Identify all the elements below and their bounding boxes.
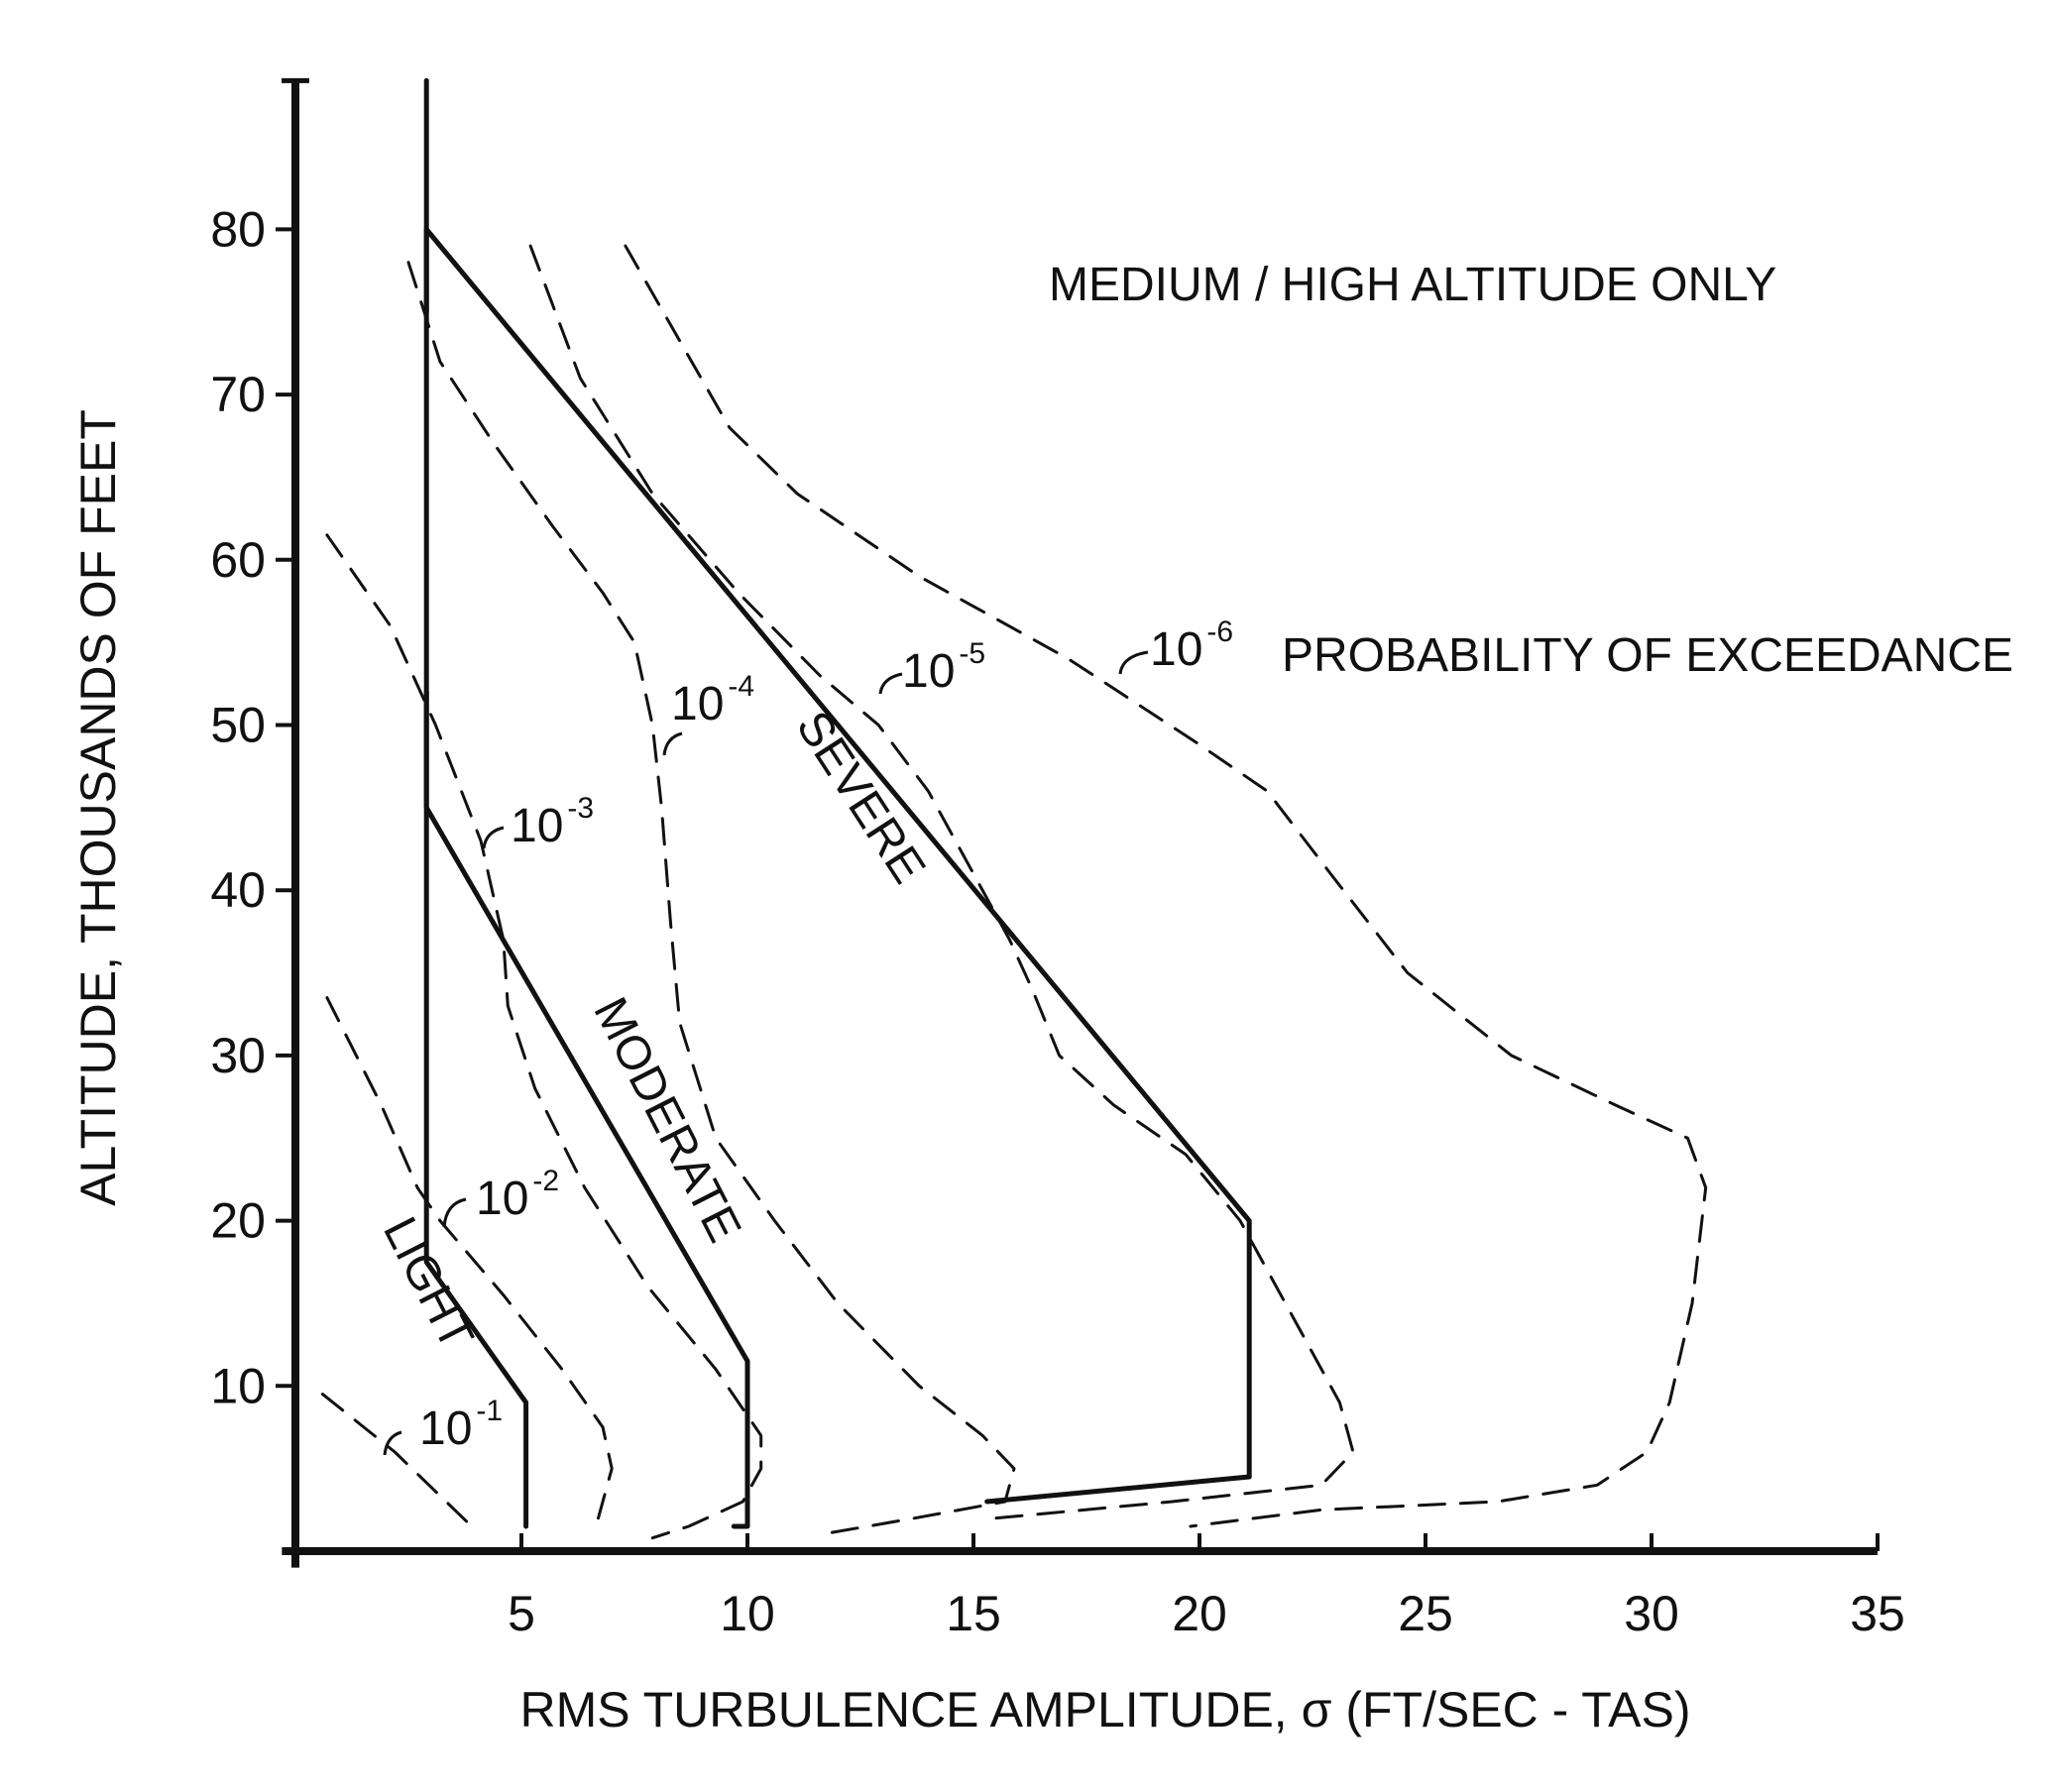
series-severe bbox=[423, 226, 1252, 1505]
series-light bbox=[423, 77, 529, 1529]
curve-tag-leader bbox=[442, 1197, 467, 1228]
series-10e-5 bbox=[528, 244, 1355, 1520]
curve-tag-10e-6: 10 -6 bbox=[1150, 616, 1233, 676]
curve-tag-exponent: -6 bbox=[1206, 616, 1233, 648]
x-tick-label: 35 bbox=[1850, 1586, 1905, 1641]
curve-tag-exponent: -3 bbox=[567, 792, 594, 825]
series-10e-1 bbox=[320, 1393, 474, 1528]
series-10e-2 bbox=[325, 996, 614, 1520]
curve-tag-leader bbox=[1118, 650, 1149, 675]
curve-tag-exponent: -1 bbox=[476, 1395, 503, 1427]
x-tick-label: 25 bbox=[1398, 1586, 1453, 1641]
y-tick-label: 10 bbox=[210, 1358, 266, 1413]
y-tick-label: 60 bbox=[210, 532, 266, 588]
curve-tag-exponent: -4 bbox=[728, 670, 754, 703]
y-tick-label: 30 bbox=[210, 1028, 266, 1083]
series-10e-6 bbox=[624, 244, 1708, 1528]
series-10e-4 bbox=[406, 261, 1016, 1536]
series-10e-3 bbox=[325, 533, 763, 1540]
curve-tag-base: 10 bbox=[671, 678, 724, 730]
curve-tag-base: 10 bbox=[1150, 623, 1202, 676]
y-tick-label: 70 bbox=[210, 367, 266, 422]
curve-tag-leader bbox=[662, 731, 683, 756]
curve-label-light: LIGHT bbox=[373, 1209, 483, 1358]
y-tick-label: 50 bbox=[210, 698, 266, 753]
series-moderate bbox=[423, 689, 750, 1529]
x-tick-label: 5 bbox=[508, 1586, 535, 1641]
curve-tag-base: 10 bbox=[476, 1173, 528, 1225]
y-ticks: 10 20 30 40 50 60 70 80 bbox=[210, 201, 295, 1413]
x-ticks: 5 10 15 20 25 30 35 bbox=[508, 1533, 1905, 1641]
y-tick-label: 80 bbox=[210, 201, 266, 257]
y-tick-label: 40 bbox=[210, 862, 266, 918]
curve-tag-10e-3: 10 -3 bbox=[511, 792, 594, 852]
curve-tag-base: 10 bbox=[511, 800, 563, 852]
curve-tags: 10-110-210-310-4 10 -5 10 -6 bbox=[383, 616, 1233, 1456]
curve-tag-leader bbox=[878, 672, 903, 695]
annotation-medium-high-altitude: MEDIUM / HIGH ALTITUDE ONLY bbox=[1049, 259, 1776, 311]
annotation-probability-of-exceedance: PROBABILITY OF EXCEEDANCE bbox=[1282, 629, 2013, 682]
curve-tag-base: 10 bbox=[419, 1402, 472, 1455]
x-tick-label: 15 bbox=[946, 1586, 1001, 1641]
curve-tag-leader bbox=[383, 1430, 402, 1456]
x-axis-title: RMS TURBULENCE AMPLITUDE, σ (FT/SEC - TA… bbox=[519, 1682, 1690, 1737]
x-tick-label: 10 bbox=[720, 1586, 775, 1641]
curve-tag-10e-4: 10 -4 bbox=[671, 670, 754, 730]
curve-tag-10e-5: 10 -5 bbox=[902, 637, 985, 698]
curve-tag-leader bbox=[482, 826, 505, 849]
axes bbox=[282, 77, 1878, 1568]
curve-tag-base: 10 bbox=[902, 645, 955, 698]
curve-tag-10e-2: 10 -2 bbox=[476, 1165, 559, 1225]
curve-label-severe: SEVERE bbox=[786, 702, 936, 892]
y-axis-title: ALTITUDE, THOUSANDS OF FEET bbox=[70, 409, 126, 1206]
series-lines bbox=[320, 77, 1708, 1540]
x-tick-label: 30 bbox=[1624, 1586, 1679, 1641]
y-tick-label: 20 bbox=[210, 1193, 266, 1249]
curve-tag-exponent: -5 bbox=[959, 637, 985, 670]
x-tick-label: 20 bbox=[1172, 1586, 1227, 1641]
curve-tag-exponent: -2 bbox=[532, 1165, 559, 1197]
curve-tag-10e-1: 10 -1 bbox=[419, 1395, 503, 1455]
